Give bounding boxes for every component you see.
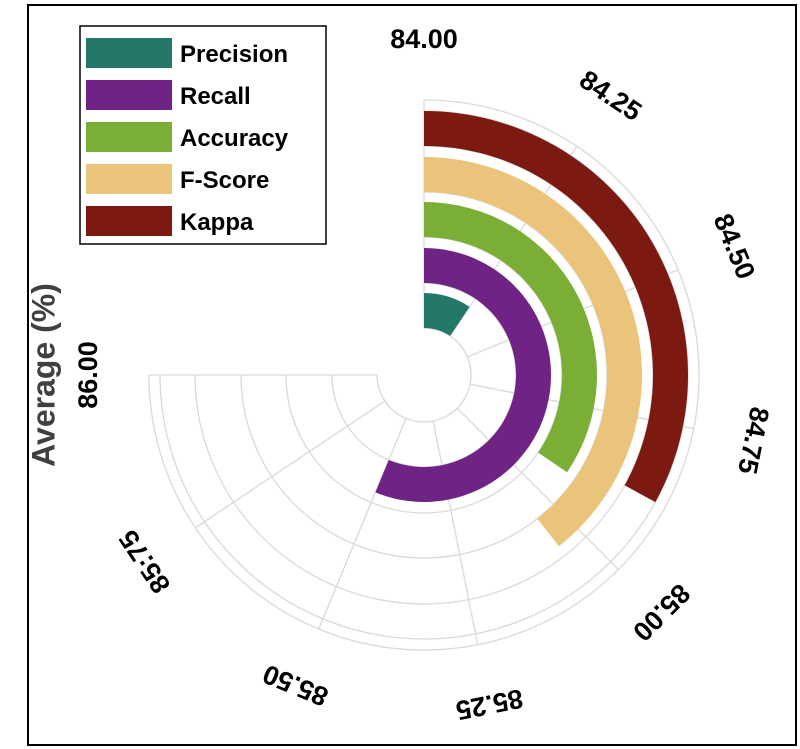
y-axis-label: Average (%) bbox=[25, 283, 61, 467]
bar-accuracy bbox=[424, 202, 597, 473]
bar-recall bbox=[375, 248, 552, 503]
grid-spoke-6 bbox=[318, 418, 407, 630]
legend-swatch-recall bbox=[86, 80, 172, 110]
tick-label-8: 86.00 bbox=[73, 341, 103, 409]
legend-swatch-precision bbox=[86, 38, 172, 68]
grid-spoke-4 bbox=[456, 407, 619, 570]
bars bbox=[375, 111, 688, 547]
grid-ring-0 bbox=[376, 327, 472, 423]
bar-kappa bbox=[424, 111, 688, 503]
legend-swatch-kappa bbox=[86, 206, 172, 236]
legend-label-accuracy: Accuracy bbox=[180, 125, 289, 152]
grid-spoke-7 bbox=[194, 400, 386, 529]
legend-label-recall: Recall bbox=[180, 83, 251, 110]
legend-swatch-accuracy bbox=[86, 122, 172, 152]
legend-label-kappa: Kappa bbox=[180, 209, 254, 236]
legend-swatch-f-score bbox=[86, 164, 172, 194]
tick-label-0: 84.00 bbox=[390, 24, 458, 54]
bar-precision bbox=[424, 292, 470, 336]
grid-spoke-5 bbox=[432, 420, 479, 645]
legend-label-precision: Precision bbox=[180, 41, 288, 68]
bar-f-score bbox=[424, 157, 642, 547]
grid-ring-6 bbox=[148, 99, 700, 651]
legend-label-f-score: F-Score bbox=[180, 167, 269, 194]
legend: Precision Recall Accuracy F-Score Kappa bbox=[79, 25, 327, 245]
